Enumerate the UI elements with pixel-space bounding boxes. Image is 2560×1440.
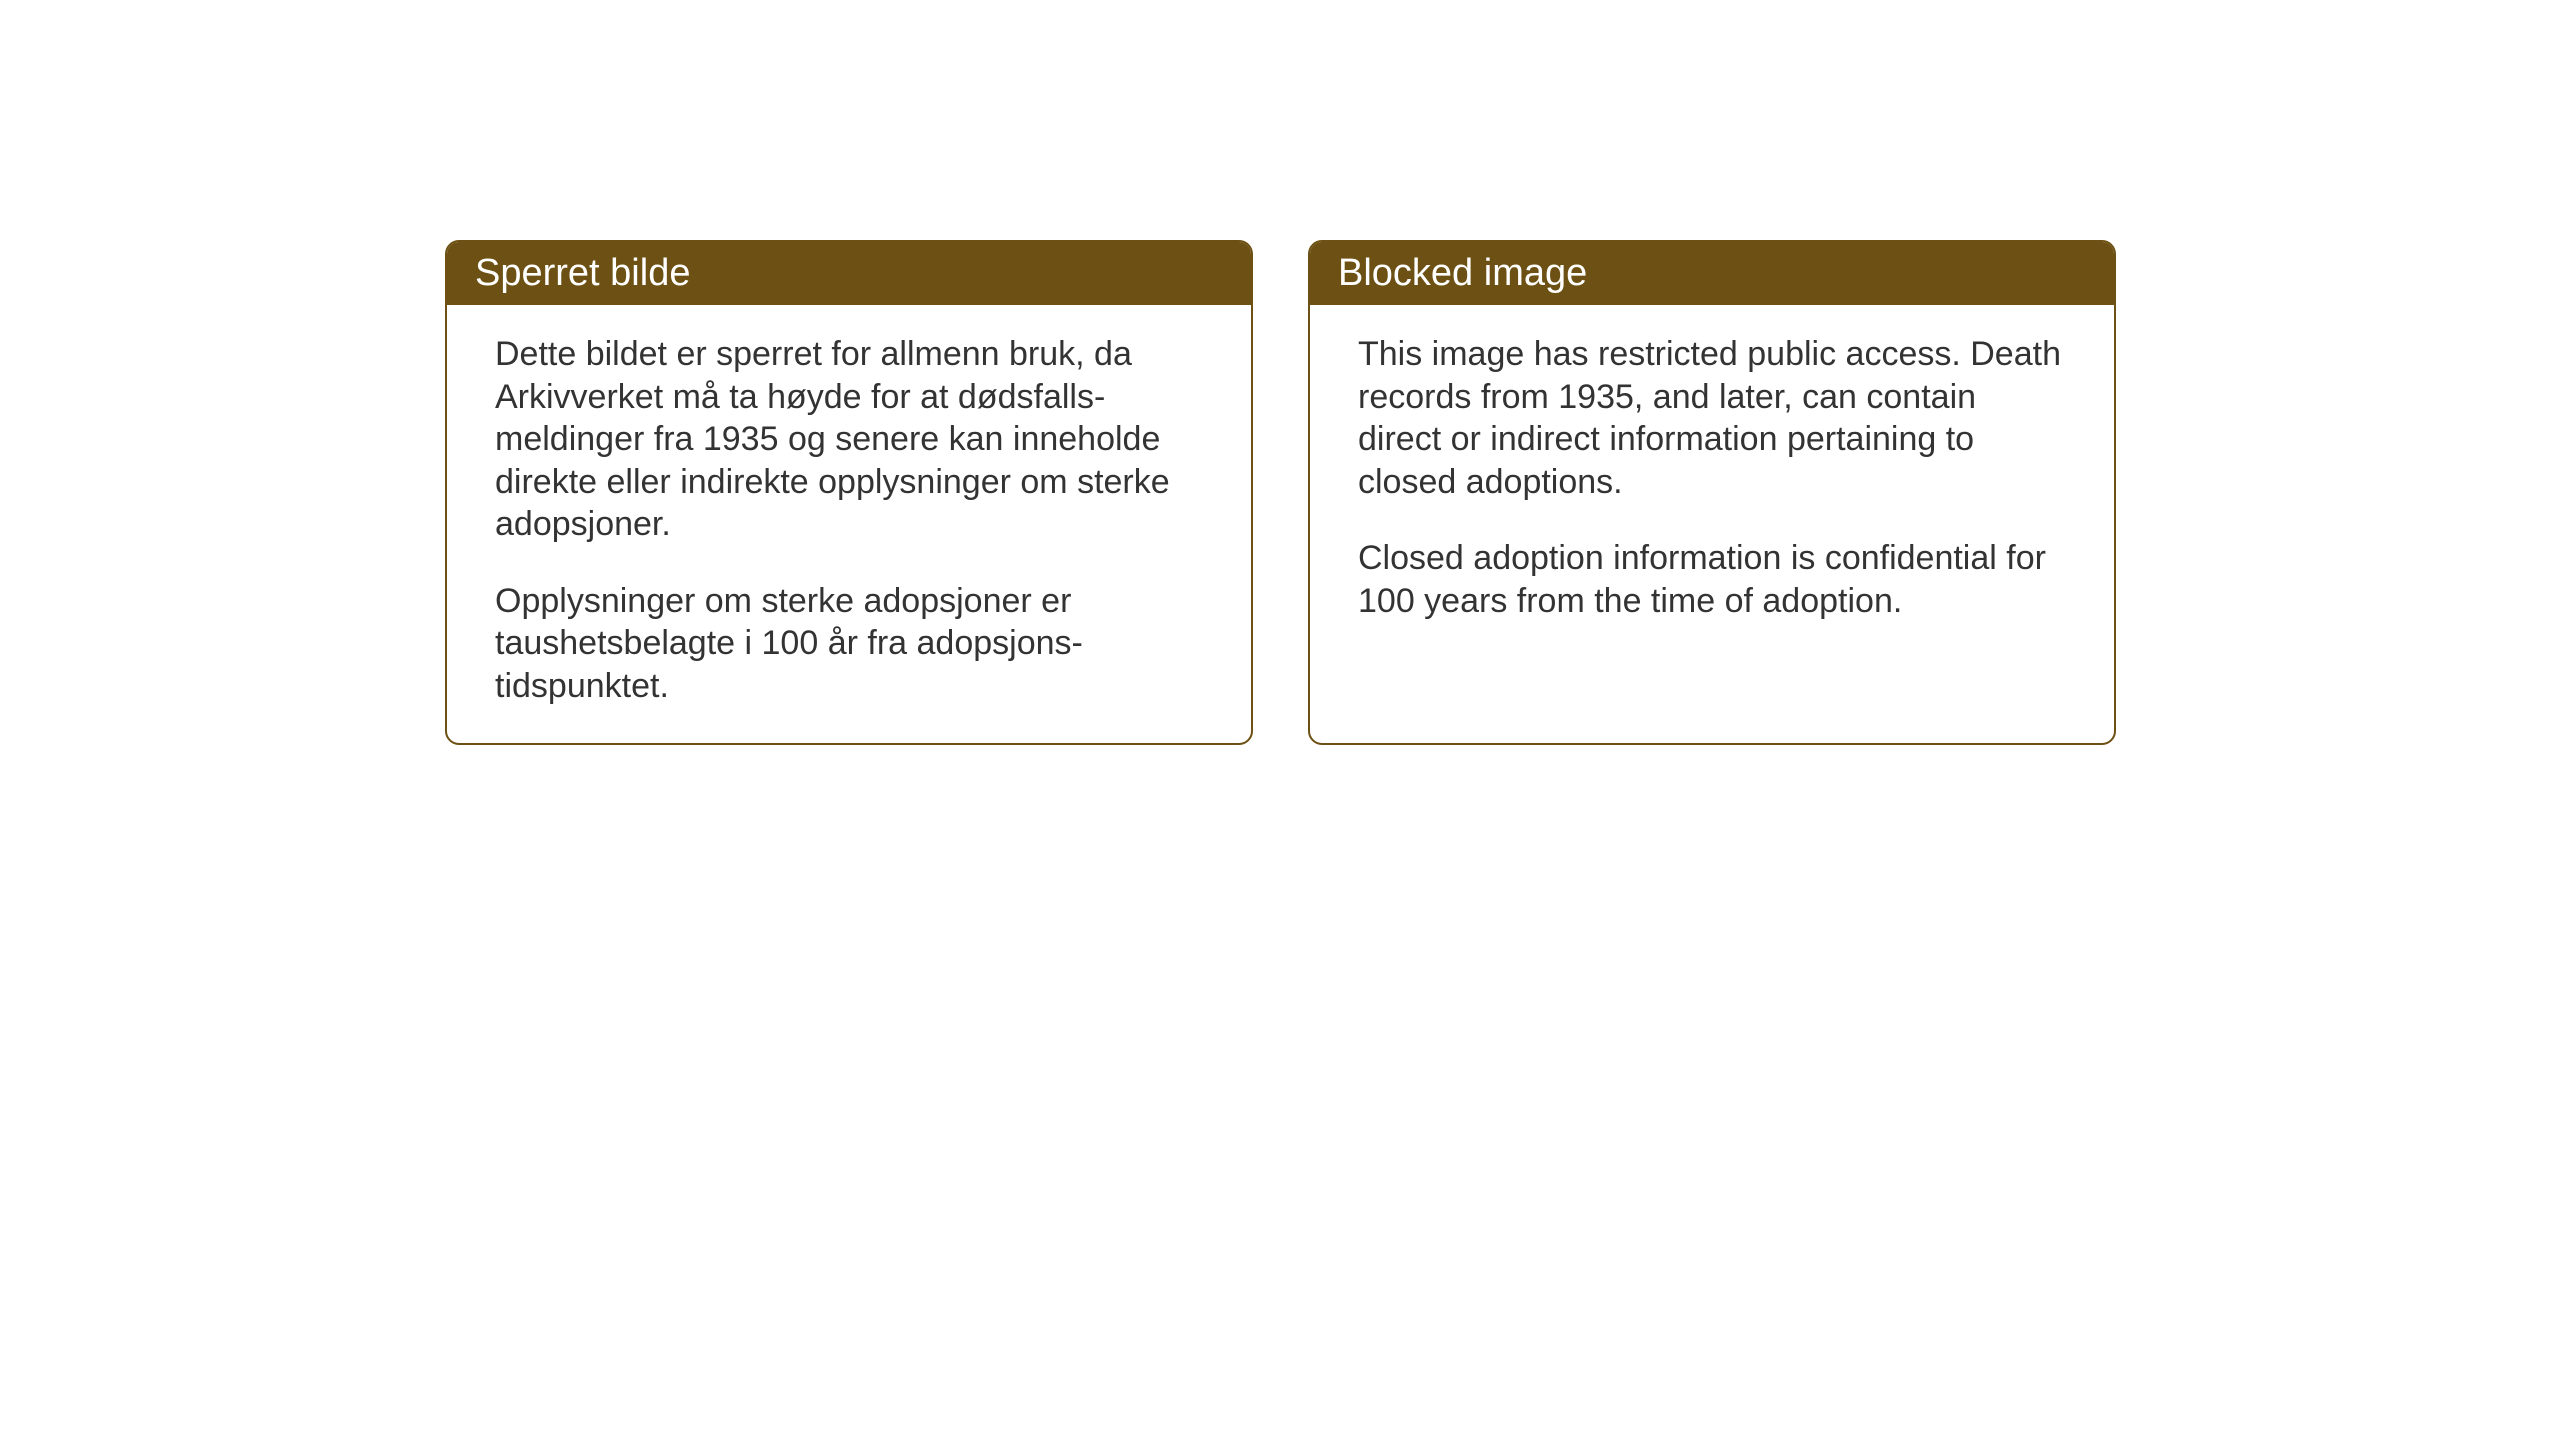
english-paragraph-1: This image has restricted public access.… (1358, 333, 2066, 503)
english-card-body: This image has restricted public access.… (1310, 305, 2114, 658)
english-card: Blocked image This image has restricted … (1308, 240, 2116, 745)
norwegian-paragraph-2: Opplysninger om sterke adopsjoner er tau… (495, 580, 1203, 708)
english-paragraph-2: Closed adoption information is confident… (1358, 537, 2066, 622)
norwegian-card-body: Dette bildet er sperret for allmenn bruk… (447, 305, 1251, 743)
cards-container: Sperret bilde Dette bildet er sperret fo… (0, 0, 2560, 745)
norwegian-card: Sperret bilde Dette bildet er sperret fo… (445, 240, 1253, 745)
english-card-title: Blocked image (1310, 242, 2114, 305)
norwegian-card-title: Sperret bilde (447, 242, 1251, 305)
norwegian-paragraph-1: Dette bildet er sperret for allmenn bruk… (495, 333, 1203, 546)
